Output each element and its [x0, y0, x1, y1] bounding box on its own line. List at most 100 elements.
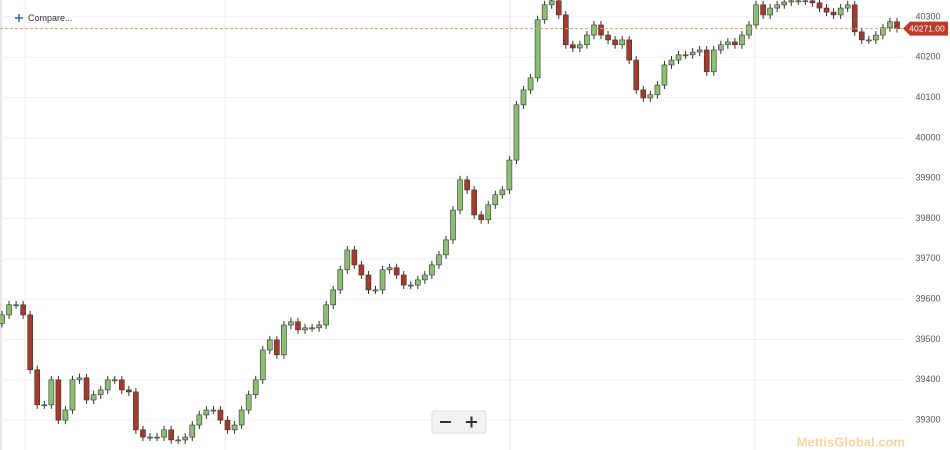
zoom-controls — [431, 410, 487, 434]
candle-body — [119, 379, 125, 391]
compare-button[interactable]: Compare... — [15, 13, 73, 23]
watermark: MettisGlobal.com — [797, 434, 905, 449]
candle-body — [570, 44, 576, 49]
candle-body — [562, 14, 569, 46]
candle-body — [62, 409, 69, 421]
candle-body — [210, 409, 217, 412]
candle-body — [161, 429, 167, 438]
candle-body — [485, 204, 492, 221]
candle-body — [781, 1, 788, 6]
candle-body — [668, 59, 675, 66]
vertical-grid — [0, 0, 756, 450]
candle-body — [140, 429, 146, 438]
candle-body — [654, 84, 661, 96]
y-tick-label: 39600 — [915, 294, 940, 304]
candle-body — [365, 274, 372, 291]
candle-body — [259, 349, 266, 381]
candle-body — [739, 34, 745, 46]
candle-body — [640, 89, 647, 99]
compare-label: Compare... — [28, 13, 73, 23]
y-tick-label: 40200 — [915, 52, 940, 62]
candle-body — [274, 339, 280, 356]
candle-body — [880, 27, 886, 36]
candle-body — [111, 379, 118, 382]
candle-body — [302, 327, 308, 331]
candle-body — [266, 339, 273, 351]
candle-body — [823, 7, 830, 13]
candle-body — [182, 436, 189, 441]
candle-body — [245, 394, 252, 411]
candle-body — [372, 289, 379, 292]
candle-body — [633, 59, 640, 91]
candle-body — [429, 264, 435, 276]
candle-body — [506, 159, 513, 191]
candle-body — [6, 304, 12, 316]
candle-body — [83, 377, 90, 401]
candle-body — [718, 44, 724, 51]
candle-body — [788, 0, 795, 3]
zoom-in[interactable] — [466, 416, 477, 428]
candle-body — [527, 77, 534, 91]
candle-body — [520, 89, 527, 106]
y-tick-label: 39400 — [915, 374, 940, 384]
candle-body — [555, 0, 562, 16]
candle-body — [689, 51, 696, 56]
candle-body — [774, 4, 780, 9]
candle-body — [837, 7, 844, 16]
candle-body — [499, 189, 506, 196]
candle-body — [0, 314, 5, 324]
candle-body — [351, 249, 358, 266]
candle-body — [619, 39, 625, 46]
candle-body — [866, 39, 872, 42]
candle-body — [492, 194, 499, 206]
candle-body — [746, 24, 752, 36]
candle-body — [309, 327, 315, 330]
candle-body — [873, 34, 879, 41]
candle-body — [548, 0, 555, 6]
candle-body — [126, 389, 132, 393]
candle-body — [34, 369, 41, 406]
candle-body — [407, 284, 414, 287]
candle-body — [887, 21, 893, 29]
candle-body — [281, 324, 287, 356]
candle-body — [844, 4, 851, 9]
candle-body — [584, 34, 590, 46]
candle-body — [703, 49, 710, 73]
candle-body — [252, 379, 259, 396]
candle-body — [147, 436, 153, 439]
y-tick-label: 39300 — [915, 415, 940, 425]
candle-body — [217, 409, 224, 421]
y-tick-label: 39700 — [915, 253, 940, 263]
candle-body — [534, 19, 541, 79]
candle-body — [224, 419, 231, 431]
last-price-badge — [903, 21, 948, 36]
candle-body — [732, 41, 738, 46]
candle-body — [450, 209, 456, 241]
y-tick-label: 39500 — [915, 334, 940, 344]
candle-body — [358, 264, 365, 276]
candle-body — [471, 189, 477, 216]
candle-body — [605, 34, 611, 41]
candle-body — [386, 267, 393, 271]
candle-body — [238, 409, 245, 426]
candle-body — [337, 269, 344, 291]
y-tick-label: 40300 — [915, 11, 940, 21]
candle-body — [69, 379, 76, 411]
candle-body — [760, 4, 766, 16]
candle-body — [725, 41, 731, 46]
candle-body — [41, 404, 48, 407]
candle-body — [295, 321, 301, 331]
candle-body — [478, 214, 485, 221]
candle-body — [154, 436, 160, 439]
candle-body — [104, 379, 111, 391]
candle-body — [591, 24, 597, 36]
candle-body — [696, 49, 703, 53]
candle-body — [288, 321, 294, 326]
candle-body — [20, 304, 26, 316]
candle-body — [802, 0, 809, 3]
candle-body — [851, 4, 858, 33]
candle-body — [189, 424, 196, 438]
candle-body — [400, 274, 407, 286]
candle-body — [393, 267, 400, 276]
y-tick-label: 39800 — [915, 213, 940, 223]
